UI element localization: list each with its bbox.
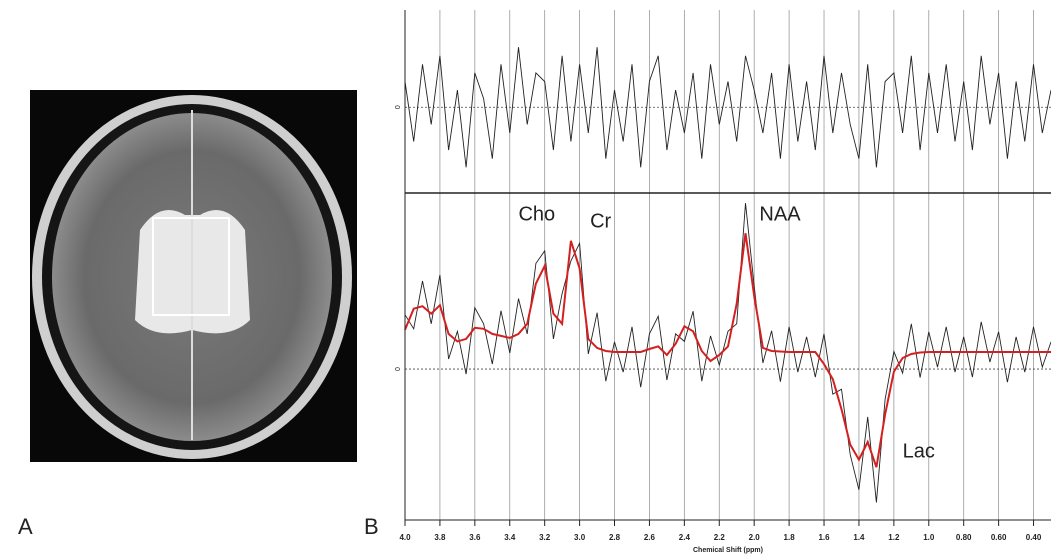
peak-label: Lac [903,440,935,462]
x-tick-label: 2.8 [609,533,621,542]
x-tick-label: 2.6 [644,533,656,542]
x-tick-label: 2.4 [679,533,691,542]
x-tick-label: 1.0 [923,533,935,542]
x-tick-label: 0.40 [1026,533,1042,542]
x-axis-label: Chemical Shift (ppm) [693,547,763,554]
panel-label: A [18,514,33,539]
x-tick-label: 1.6 [818,533,830,542]
x-tick-label: 3.2 [539,533,551,542]
x-tick-label: 1.2 [888,533,900,542]
mri-image [30,90,357,462]
x-tick-label: 0.80 [956,533,972,542]
peak-label: Cho [518,203,555,225]
x-tick-label: 3.6 [469,533,481,542]
spectrum-line [404,233,1051,468]
x-tick-label: 1.4 [853,533,865,542]
x-tick-label: 3.4 [504,533,516,542]
x-tick-label: 2.2 [714,533,726,542]
x-tick-label: 0.60 [991,533,1007,542]
y-tick-label: 0 [395,105,402,109]
x-tick-label: 2.0 [749,533,761,542]
x-tick-label: 3.8 [434,533,446,542]
peak-label: Cr [590,210,611,232]
spectrum-line [404,203,1051,503]
spectrum-plot: 4.0 3.8 3.6 3.4 3.2 3.0 2.8 2.6 2.4 2.2 2.0 1.8 1.6 1… [395,10,1051,554]
panel-label: B [364,514,379,539]
x-tick-label: 4.0 [399,533,411,542]
spectrum-line [404,47,1051,168]
y-tick-label: 0 [395,367,402,371]
x-tick-label: 3.0 [574,533,586,542]
peak-label: NAA [759,203,801,225]
x-tick-label: 1.8 [784,533,796,542]
